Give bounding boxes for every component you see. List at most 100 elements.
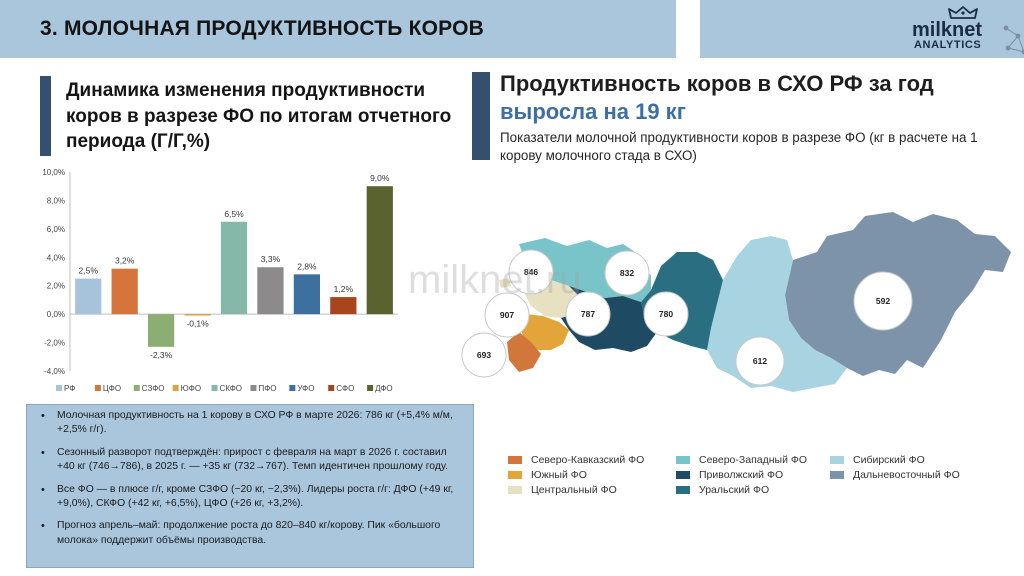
- legend-swatch: [367, 385, 374, 391]
- note-item: Прогноз апрель–май: продолжение роста до…: [37, 519, 463, 548]
- map-region-yufo: [519, 314, 569, 350]
- map-legend-swatch: [676, 471, 690, 479]
- bar-value-label: 3,2%: [115, 256, 135, 266]
- header-right-panel: [700, 0, 1024, 58]
- russia-districts-map: 693 907 846 832 787 780 612 592: [461, 212, 1011, 392]
- map-legend-swatch: [508, 456, 522, 464]
- bar-value-label: 1,2%: [334, 284, 354, 294]
- map-legend-item: Сибирский ФО: [830, 454, 925, 466]
- map-value-bubble: [508, 249, 554, 295]
- map-legend-item: Южный ФО: [508, 469, 587, 481]
- map-legend-label: Сибирский ФО: [853, 454, 925, 466]
- map-value-label: 612: [753, 356, 767, 366]
- map-title: Продуктивность коров в СХО РФ за год выр…: [500, 70, 934, 126]
- bar-ЦФО: [111, 268, 138, 315]
- map-legend-item: Уральский ФО: [676, 484, 769, 496]
- map-legend: Северо-Кавказский ФО Южный ФО Центральный …: [508, 454, 1008, 500]
- map-value-label: 846: [524, 267, 538, 277]
- map-value-label: 592: [876, 296, 890, 306]
- bar-УФО: [293, 274, 321, 315]
- bar-СКФО: [220, 221, 248, 315]
- map-legend-label: Уральский ФО: [699, 484, 770, 496]
- map-value-label: 787: [581, 309, 595, 319]
- y-tick-label: 8,0%: [47, 196, 65, 205]
- legend-swatch: [250, 385, 257, 391]
- map-value-label: 780: [659, 309, 673, 319]
- y-tick-label: -2,0%: [44, 339, 65, 348]
- map-legend-swatch: [508, 486, 522, 494]
- bar-ЮФО: [184, 314, 211, 316]
- legend-label: УФО: [297, 384, 314, 393]
- map-legend-item: Северо-Кавказский ФО: [508, 454, 644, 466]
- legend-swatch: [56, 385, 62, 391]
- map-region-skfo: [507, 332, 541, 372]
- legend-label: СФО: [336, 384, 354, 393]
- map-legend-label: Северо-Западный ФО: [699, 454, 808, 466]
- bar-value-label: 9,0%: [370, 173, 390, 183]
- bar-value-label: 3,3%: [261, 254, 281, 264]
- map-value-bubble: [484, 292, 530, 338]
- map-value-bubble: [604, 250, 650, 296]
- legend-swatch: [211, 385, 218, 391]
- map-value-bubble: [461, 332, 507, 378]
- logo-wordmark: milknet: [912, 19, 983, 41]
- y-tick-label: 0,0%: [47, 310, 65, 319]
- map-value-label: 907: [500, 310, 514, 320]
- map-title-line1: Продуктивность коров в СХО РФ за год: [500, 71, 934, 96]
- yoy-bar-chart: -4,0% -2,0% 0,0% 2,0% 4,0% 6,0% 8,0% 10,0% 2,5% 3…: [42, 168, 398, 393]
- map-value-bubble: [735, 336, 785, 386]
- y-tick-label: 10,0%: [42, 168, 65, 177]
- map-legend-label: Южный ФО: [531, 469, 587, 481]
- legend-label: ЦФО: [103, 384, 121, 393]
- legend-swatch: [289, 385, 296, 391]
- watermark: milknet.ru: [408, 258, 582, 302]
- bar-ДФО: [366, 186, 393, 315]
- map-legend-item: Дальневосточный ФО: [830, 469, 960, 481]
- bar-ПФО: [257, 267, 284, 315]
- bar-РФ: [75, 278, 102, 315]
- notes-box: Молочная продуктивность на 1 корову в СХ…: [26, 404, 474, 568]
- note-item: Сезонный разворот подтверждён: прирост с…: [37, 446, 463, 475]
- legend-label: ДФО: [375, 384, 393, 393]
- map-legend-swatch: [676, 456, 690, 464]
- map-legend-swatch: [676, 486, 690, 494]
- bar-value-label: -0,1%: [186, 319, 209, 329]
- map-legend-item: Северо-Западный ФО: [676, 454, 807, 466]
- map-legend-item: Центральный ФО: [508, 484, 617, 496]
- map-legend-label: Приволжский ФО: [699, 469, 784, 481]
- map-legend-item: Приволжский ФО: [676, 469, 783, 481]
- map-title-line2: выросла на 19 кг: [500, 99, 686, 124]
- map-legend-swatch: [830, 456, 844, 464]
- bar-value-label: 2,8%: [297, 261, 317, 271]
- map-value-label: 832: [620, 268, 634, 278]
- map-legend-swatch: [830, 471, 844, 479]
- bar-value-label: 6,5%: [224, 209, 244, 219]
- map-value-bubble: [643, 291, 689, 337]
- legend-label: ПФО: [258, 384, 276, 393]
- bar-value-label: -2,3%: [150, 350, 173, 360]
- right-section-accent: [472, 72, 490, 160]
- y-tick-label: 6,0%: [47, 225, 65, 234]
- map-region-kaliningrad: [499, 278, 511, 288]
- map-value-label: 693: [477, 350, 491, 360]
- bar-СФО: [330, 297, 357, 315]
- left-section-accent: [40, 76, 51, 156]
- network-icon: [1003, 25, 1024, 55]
- note-item: Все ФО — в плюсе г/г, кроме СЗФО (−20 кг…: [37, 483, 463, 512]
- map-legend-label: Дальневосточный ФО: [853, 469, 960, 481]
- chart-heading: Динамика изменения продуктивности коров …: [66, 80, 452, 152]
- note-item: Молочная продуктивность на 1 корову в СХ…: [37, 409, 463, 438]
- map-subtitle: Показатели молочной продуктивности коров…: [500, 130, 978, 163]
- legend-swatch: [94, 385, 101, 391]
- map-legend-swatch: [508, 471, 522, 479]
- map-value-bubble: [853, 271, 913, 331]
- y-tick-label: -4,0%: [44, 367, 65, 376]
- page-title: 3. МОЛОЧНАЯ ПРОДУКТИВНОСТЬ КОРОВ: [40, 17, 485, 40]
- legend-swatch: [328, 385, 335, 391]
- milknet-logo: milknet ANALYTICS: [912, 6, 994, 54]
- map-value-bubble: [565, 291, 611, 337]
- y-tick-label: 2,0%: [47, 282, 65, 291]
- crown-icon: [948, 6, 978, 19]
- logo-subtitle: ANALYTICS: [914, 39, 982, 51]
- legend-swatch: [172, 385, 179, 391]
